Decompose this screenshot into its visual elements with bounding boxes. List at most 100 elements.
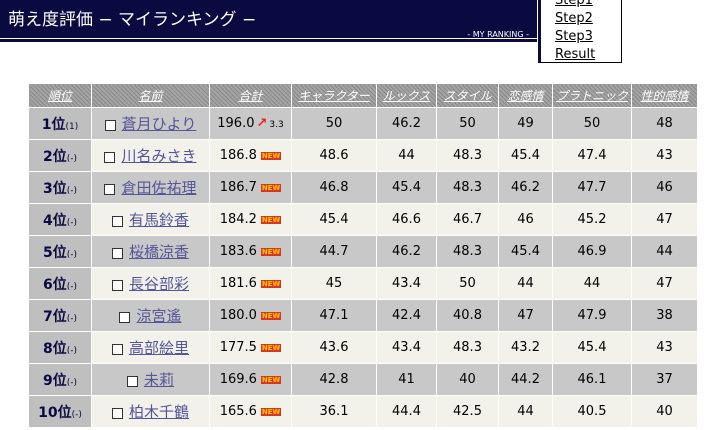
diff: 3.3	[269, 120, 284, 130]
score-cell: 42.4	[376, 299, 437, 332]
total-cell: 177.5 NEW	[209, 331, 292, 364]
score-cell: 48.3	[436, 235, 499, 268]
column-header[interactable]: 順位	[28, 83, 92, 108]
rank: 4位	[42, 212, 67, 229]
rank-change: (-)	[66, 345, 78, 356]
new-badge: NEW	[260, 279, 282, 288]
column-header[interactable]: ルックス	[376, 83, 437, 108]
checkbox[interactable]	[111, 344, 123, 355]
score-cell: 47.4	[552, 139, 632, 172]
rank-cell: 3位(-)	[28, 171, 92, 204]
score-cell: 49	[498, 107, 553, 140]
column-header[interactable]: 恋感情	[498, 83, 553, 108]
column-header[interactable]: キャラクター	[291, 83, 377, 108]
score-cell: 45	[291, 267, 377, 300]
menu-link[interactable]: Step3	[555, 29, 593, 44]
checkbox[interactable]	[111, 408, 123, 419]
checkbox[interactable]	[111, 216, 123, 227]
rank-cell: 1位(1)	[28, 107, 92, 140]
score-cell: 44	[631, 235, 698, 268]
score-cell: 40.5	[552, 395, 632, 428]
checkbox[interactable]	[111, 280, 123, 291]
score-cell: 38	[631, 299, 698, 332]
column-header[interactable]: 合計	[209, 83, 292, 108]
score-cell: 46.6	[376, 203, 437, 236]
checkbox[interactable]	[119, 312, 131, 323]
total: 183.6	[219, 244, 257, 259]
total: 177.5	[219, 340, 257, 355]
name-link[interactable]: 有馬鈴香	[128, 211, 189, 229]
rank-cell: 4位(-)	[28, 203, 92, 236]
checkbox[interactable]	[126, 376, 138, 387]
score-cell: 43	[631, 331, 698, 364]
column-header[interactable]: 性的感情	[631, 83, 698, 108]
new-badge: NEW	[260, 343, 282, 352]
table-row: 9位(-) 未莉 169.6 NEW 42.8 41 40 44.2 46.1 37	[28, 363, 698, 396]
checkbox[interactable]	[104, 184, 116, 195]
name-link[interactable]: 桜橋涼香	[128, 243, 189, 261]
score-cell: 47.9	[552, 299, 632, 332]
rank-change: (-)	[71, 409, 82, 420]
rank: 3位	[42, 180, 67, 197]
ranking-table: 順位 名前 合計 キャラクター ルックス スタイル 恋感情 プラトニック 性的感情 1位(1) 蒼月…	[28, 83, 698, 428]
column-header[interactable]: 名前	[91, 83, 210, 108]
score-cell: 44	[376, 139, 437, 172]
total-cell: 169.6 NEW	[209, 363, 292, 396]
name-cell: 有馬鈴香	[91, 203, 210, 236]
rank-change: (-)	[66, 153, 78, 164]
rank-change: (-)	[66, 313, 78, 324]
name-link[interactable]: 未莉	[143, 371, 174, 389]
score-cell: 44.2	[498, 363, 553, 396]
score-cell: 48.3	[436, 171, 499, 204]
table-row: 6位(-) 長谷部彩 181.6 NEW 45 43.4 50 44 44 47	[28, 267, 698, 300]
menu-link[interactable]: Result	[555, 47, 596, 62]
score-cell: 45.4	[498, 139, 553, 172]
checkbox[interactable]	[111, 248, 123, 259]
rank-cell: 8位(-)	[28, 331, 92, 364]
total-cell: 183.6 NEW	[209, 235, 292, 268]
score-cell: 43.2	[498, 331, 553, 364]
name-link[interactable]: 倉田佐祐理	[121, 179, 197, 197]
score-cell: 44	[498, 395, 553, 428]
new-badge: NEW	[260, 375, 282, 384]
total-cell: 184.2 NEW	[209, 203, 292, 236]
column-header[interactable]: スタイル	[436, 83, 499, 108]
rank-change: (-)	[66, 281, 78, 292]
rank-cell: 9位(-)	[28, 363, 92, 396]
menu-link[interactable]: Step1	[555, 0, 593, 8]
name-link[interactable]: 涼宮遙	[136, 307, 182, 325]
name-link[interactable]: 川名みさき	[121, 147, 197, 165]
score-cell: 44.7	[291, 235, 377, 268]
score-cell: 45.4	[376, 171, 437, 204]
name-link[interactable]: 柏木千鶴	[128, 403, 189, 421]
score-cell: 42.5	[436, 395, 499, 428]
score-cell: 40	[631, 395, 698, 428]
score-cell: 36.1	[291, 395, 377, 428]
score-cell: 44	[498, 267, 553, 300]
total-cell: 180.0 NEW	[209, 299, 292, 332]
score-cell: 48	[631, 107, 698, 140]
up-arrow: ↗	[256, 116, 268, 131]
score-cell: 43	[631, 139, 698, 172]
total: 186.7	[219, 180, 257, 195]
name-link[interactable]: 長谷部彩	[128, 275, 189, 293]
rank: 1位	[41, 116, 66, 133]
new-badge: NEW	[260, 311, 282, 320]
menu-link[interactable]: Step2	[555, 11, 593, 26]
name-cell: 未莉	[91, 363, 210, 396]
total-cell: 186.7 NEW	[209, 171, 292, 204]
checkbox[interactable]	[104, 120, 116, 131]
score-cell: 44	[552, 267, 632, 300]
score-cell: 46.2	[498, 171, 553, 204]
name-link[interactable]: 蒼月ひより	[121, 115, 197, 133]
total: 196.0	[217, 116, 255, 131]
name-link[interactable]: 高部絵里	[128, 339, 189, 357]
name-cell: 倉田佐祐理	[91, 171, 210, 204]
column-header[interactable]: プラトニック	[552, 83, 632, 108]
rank-cell: 7位(-)	[28, 299, 92, 332]
score-cell: 48.6	[291, 139, 377, 172]
rank-change: (-)	[66, 377, 78, 388]
rank-cell: 2位(-)	[28, 139, 92, 172]
table-row: 8位(-) 高部絵里 177.5 NEW 43.6 43.4 48.3 43.2 45.4 43	[28, 331, 698, 364]
checkbox[interactable]	[104, 152, 116, 163]
